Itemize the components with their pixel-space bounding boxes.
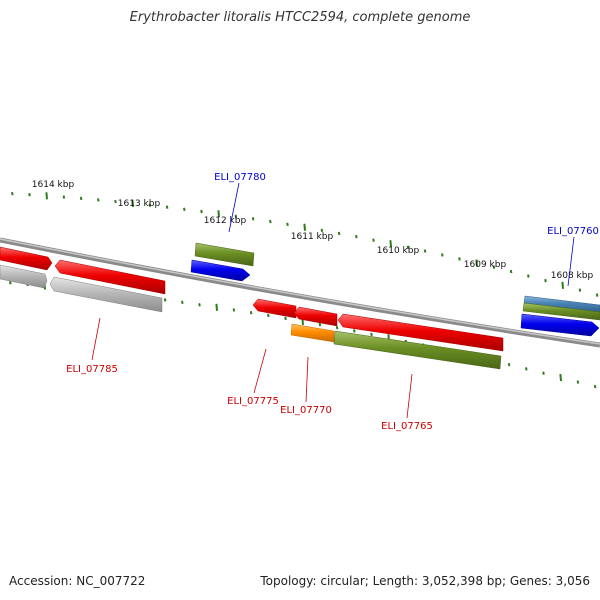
minor-tick	[406, 245, 410, 249]
minor-tick	[28, 192, 31, 197]
scale-label-1613: 1613 kbp	[118, 199, 161, 209]
gene-olive-upper-left[interactable]	[194, 242, 255, 267]
gene-eli-07770-red[interactable]	[293, 306, 338, 327]
gene-label-eli-07785[interactable]: ELI_07785	[66, 364, 118, 375]
minor-tick	[527, 274, 530, 278]
minor-tick	[62, 195, 66, 199]
map-title: Erythrobacter litoralis HTCC2594, comple…	[129, 10, 471, 25]
minor-tick	[97, 198, 100, 202]
gene-eli-07775[interactable]	[252, 298, 297, 319]
gene-eli-07760[interactable]	[520, 313, 600, 337]
gene-red-left-edge[interactable]	[0, 246, 53, 271]
scale-label-1612: 1612 kbp	[204, 216, 247, 226]
major-tick	[389, 240, 392, 248]
minor-tick	[198, 303, 201, 307]
gene-eli-07765[interactable]	[333, 330, 502, 370]
minor-tick	[284, 316, 287, 321]
minor-tick	[507, 362, 511, 367]
gene-label-eli-07775[interactable]: ELI_07775	[227, 396, 279, 407]
minor-tick	[578, 288, 582, 292]
gene-label-eli-07780[interactable]: ELI_07780	[214, 172, 266, 183]
gene-eli-07780[interactable]	[190, 259, 251, 282]
minor-tick	[423, 249, 427, 253]
leader-eli-07780	[228, 182, 240, 233]
minor-tick	[79, 196, 83, 201]
genome-backbone-highlight	[0, 238, 600, 345]
scale-label-1614: 1614 kbp	[32, 180, 75, 190]
minor-tick	[337, 231, 341, 236]
minor-tick	[353, 329, 356, 333]
minor-tick	[267, 313, 270, 318]
gene-label-eli-07765[interactable]: ELI_07765	[381, 421, 433, 432]
scale-label-1609: 1609 kbp	[464, 260, 507, 270]
minor-tick	[249, 310, 253, 315]
minor-tick	[335, 326, 339, 330]
scale-label-1610: 1610 kbp	[377, 246, 420, 256]
minor-tick	[525, 367, 528, 371]
minor-tick	[441, 253, 444, 257]
minor-tick	[593, 384, 597, 389]
minor-tick	[165, 205, 169, 209]
minor-tick	[9, 281, 12, 285]
major-tick	[559, 373, 562, 382]
minor-tick	[269, 219, 272, 224]
minor-tick	[458, 257, 461, 261]
minor-tick	[251, 217, 255, 221]
minor-tick	[509, 269, 513, 274]
outer-scale-ticks	[11, 191, 599, 297]
gene-label-eli-07770[interactable]: ELI_07770	[280, 405, 332, 416]
major-tick	[217, 210, 220, 218]
major-tick	[131, 199, 134, 207]
minor-tick	[286, 222, 289, 227]
gene-gray-left-edge[interactable]	[0, 264, 48, 289]
minor-tick	[232, 308, 236, 312]
minor-tick	[148, 203, 152, 207]
minor-tick	[542, 371, 545, 375]
gene-red-long[interactable]	[337, 313, 504, 352]
gene-red-left[interactable]	[54, 259, 166, 295]
gene-eli-07785[interactable]	[49, 276, 163, 313]
minor-tick	[372, 238, 375, 242]
major-tick	[303, 223, 306, 231]
major-tick	[475, 259, 478, 267]
scale-label-1611: 1611 kbp	[291, 232, 334, 242]
major-tick	[45, 192, 48, 200]
minor-tick	[11, 191, 14, 196]
gene-eli-07770[interactable]	[290, 323, 335, 343]
genome-backbone	[0, 237, 600, 348]
minor-tick	[234, 214, 238, 218]
leader-eli-07775	[253, 348, 267, 394]
minor-tick	[544, 278, 547, 283]
scale-label-1608: 1608 kbp	[551, 271, 594, 281]
minor-tick	[114, 199, 117, 204]
minor-tick	[183, 207, 186, 211]
gene-olive-right[interactable]	[522, 302, 600, 321]
major-tick	[561, 281, 564, 289]
minor-tick	[370, 332, 373, 337]
minor-tick	[492, 265, 496, 269]
minor-tick	[320, 228, 324, 232]
minor-tick	[595, 293, 599, 297]
leader-eli-07765	[406, 373, 413, 419]
minor-tick	[318, 322, 322, 327]
gene-steel-right[interactable]	[523, 295, 600, 314]
minor-tick	[200, 209, 203, 214]
leader-eli-07760	[567, 236, 575, 287]
minor-tick	[355, 235, 358, 239]
minor-tick	[163, 298, 167, 302]
minor-tick	[576, 380, 580, 384]
gene-label-eli-07760[interactable]: ELI_07760	[547, 226, 599, 237]
major-tick	[215, 303, 218, 311]
minor-tick	[181, 300, 184, 305]
leader-eli-07785	[91, 317, 101, 361]
genome-summary-text: Topology: circular; Length: 3,052,398 bp…	[260, 574, 590, 588]
accession-text: Accession: NC_007722	[9, 574, 146, 588]
leader-eli-07770	[305, 356, 309, 403]
